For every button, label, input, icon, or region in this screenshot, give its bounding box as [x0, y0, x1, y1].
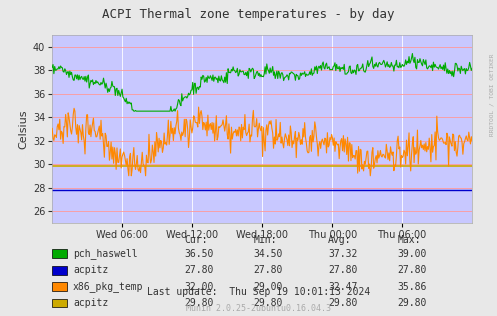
Text: 29.80: 29.80	[328, 298, 357, 308]
Text: 37.32: 37.32	[328, 249, 357, 259]
Y-axis label: Celsius: Celsius	[19, 109, 29, 149]
Text: Max:: Max:	[398, 235, 421, 245]
Text: acpitz: acpitz	[73, 298, 108, 308]
Text: 27.80: 27.80	[328, 265, 357, 275]
Text: Min:: Min:	[253, 235, 277, 245]
Text: 36.50: 36.50	[184, 249, 213, 259]
Text: Munin 2.0.25-2ubuntu0.16.04.3: Munin 2.0.25-2ubuntu0.16.04.3	[186, 304, 331, 313]
Text: 27.80: 27.80	[184, 265, 213, 275]
Text: 35.86: 35.86	[398, 282, 427, 292]
Text: ACPI Thermal zone temperatures - by day: ACPI Thermal zone temperatures - by day	[102, 8, 395, 21]
Text: 29.00: 29.00	[253, 282, 283, 292]
Text: Cur:: Cur:	[184, 235, 207, 245]
Text: 29.80: 29.80	[398, 298, 427, 308]
Text: x86_pkg_temp: x86_pkg_temp	[73, 281, 144, 292]
Text: 29.80: 29.80	[253, 298, 283, 308]
Text: 39.00: 39.00	[398, 249, 427, 259]
Text: 27.80: 27.80	[398, 265, 427, 275]
Text: RRDTOOL / TOBI OETIKER: RRDTOOL / TOBI OETIKER	[490, 53, 495, 136]
Text: pch_haswell: pch_haswell	[73, 248, 138, 259]
Text: acpitz: acpitz	[73, 265, 108, 275]
Text: 29.80: 29.80	[184, 298, 213, 308]
Text: 27.80: 27.80	[253, 265, 283, 275]
Text: Avg:: Avg:	[328, 235, 351, 245]
Text: Last update:  Thu Sep 19 10:01:13 2024: Last update: Thu Sep 19 10:01:13 2024	[147, 287, 370, 297]
Text: 34.50: 34.50	[253, 249, 283, 259]
Text: 32.00: 32.00	[184, 282, 213, 292]
Text: 32.47: 32.47	[328, 282, 357, 292]
